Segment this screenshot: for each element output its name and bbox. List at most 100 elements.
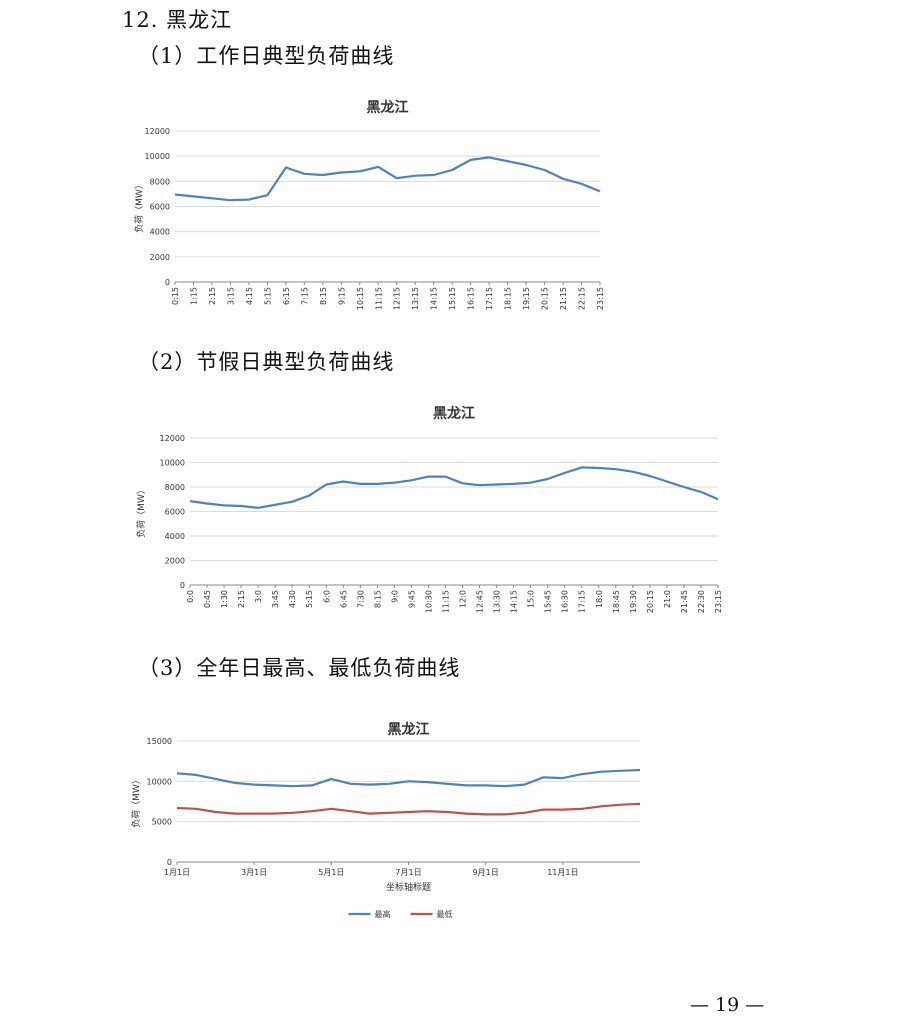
x-tick-label: 5:15 [263, 287, 272, 305]
x-tick-label: 12:0 [459, 590, 468, 608]
x-tick-label: 4:15 [245, 287, 254, 305]
y-tick-label: 4000 [150, 228, 170, 237]
x-tick-label: 21:45 [680, 590, 689, 613]
x-axis-label: 坐标轴标题 [386, 881, 431, 893]
x-tick-label: 1:15 [189, 287, 198, 305]
x-tick-label: 6:0 [322, 590, 331, 603]
x-tick-label: 7:15 [300, 287, 309, 305]
y-tick-label: 2000 [165, 557, 185, 566]
y-tick-label: 8000 [165, 483, 185, 492]
chart-title: 黑龙江 [433, 405, 475, 422]
x-tick-label: 18:45 [612, 590, 621, 613]
x-tick-label: 1:30 [220, 590, 229, 608]
x-tick-label: 22:30 [697, 590, 706, 613]
x-tick-label: 9:45 [407, 590, 416, 608]
x-tick-label: 5月1日 [318, 868, 344, 877]
x-tick-label: 23:15 [596, 287, 605, 310]
y-tick-label: 4000 [165, 532, 185, 541]
x-tick-label: 15:0 [527, 590, 536, 608]
y-tick-label: 8000 [150, 177, 170, 186]
x-tick-label: 3:15 [226, 287, 235, 305]
x-tick-label: 3月1日 [241, 868, 267, 877]
page-number: — 19 — [690, 994, 765, 1016]
y-tick-label: 0 [165, 278, 170, 287]
x-tick-label: 15:45 [544, 590, 553, 613]
x-tick-label: 19:15 [522, 287, 531, 310]
y-tick-label: 10000 [160, 459, 185, 468]
x-tick-label: 16:15 [467, 287, 476, 310]
x-tick-label: 23:15 [714, 590, 723, 613]
x-tick-label: 8:15 [319, 287, 328, 305]
section-title: 12. 黑龙江 [122, 8, 233, 32]
x-tick-label: 3:45 [271, 590, 280, 608]
x-tick-label: 22:15 [578, 287, 587, 310]
x-tick-label: 21:0 [663, 590, 672, 608]
x-tick-label: 12:45 [476, 590, 485, 613]
y-tick-label: 0 [167, 858, 172, 867]
series-line-1 [176, 768, 641, 788]
x-tick-label: 7:30 [356, 590, 365, 608]
chart-annual-max-min-load: 黑龙江 0 5000 10000 15000 1月1日 3月1日 5月1日 7月1日 9月1日 11… [130, 721, 641, 919]
chart-workday-load: 黑龙江 0 2000 4000 6000 8000 10000 12000 0:15 1:15 2:… [133, 99, 605, 310]
y-tick-label: 6000 [165, 508, 185, 517]
x-tick-label: 15:15 [448, 287, 457, 310]
x-tick-label: 2:15 [208, 287, 217, 305]
x-tick-label: 10:30 [424, 590, 433, 613]
y-axis-label: 负荷（MW） [130, 775, 142, 828]
x-tick-label: 1月1日 [164, 868, 190, 877]
x-tick-label: 18:15 [504, 287, 513, 310]
x-tick-label: 3:0 [254, 590, 263, 603]
x-tick-label: 4:30 [288, 590, 297, 608]
x-tick-label: 11:15 [374, 287, 383, 310]
y-tick-label: 10000 [145, 152, 170, 161]
subsection-title-2: （2）节假日典型负荷曲线 [138, 350, 395, 374]
chart-title: 黑龙江 [367, 99, 409, 116]
x-tick-label: 0:0 [186, 590, 195, 603]
y-axis-label: 负荷（MW） [133, 180, 145, 233]
y-tick-label: 2000 [150, 253, 170, 262]
legend-label: 最低 [437, 909, 453, 919]
x-tick-label: 9月1日 [473, 868, 499, 877]
x-tick-label: 19:30 [629, 590, 638, 613]
x-tick-label: 6:15 [282, 287, 291, 305]
x-tick-label: 16:30 [561, 590, 570, 613]
legend-label: 最高 [375, 909, 391, 919]
x-tick-label: 14:15 [430, 287, 439, 310]
chart-title: 黑龙江 [388, 721, 430, 738]
x-tick-label: 9:0 [390, 590, 399, 603]
x-tick-label: 17:15 [578, 590, 587, 613]
x-tick-label: 14:15 [510, 590, 519, 613]
x-tick-label: 18:0 [595, 590, 604, 608]
y-tick-label: 15000 [147, 737, 172, 746]
x-tick-label: 0:45 [203, 590, 212, 608]
series-line-1 [174, 156, 601, 202]
y-tick-label: 12000 [160, 434, 185, 443]
x-tick-label: 11月1日 [547, 868, 578, 877]
x-tick-label: 8:15 [373, 590, 382, 608]
x-tick-label: 2:15 [237, 590, 246, 608]
x-tick-label: 7月1日 [395, 868, 421, 877]
x-tick-label: 11:15 [441, 590, 450, 613]
y-tick-label: 12000 [145, 127, 170, 136]
x-tick-label: 5:15 [305, 590, 314, 608]
y-tick-label: 0 [180, 581, 185, 590]
chart-holiday-load: 黑龙江 0 2000 4000 6000 8000 10000 12000 0:0 0:45 1:3… [135, 405, 723, 613]
x-tick-label: 6:45 [339, 590, 348, 608]
x-tick-label: 10:15 [356, 287, 365, 310]
y-tick-label: 10000 [147, 777, 172, 786]
x-tick-label: 13:30 [493, 590, 502, 613]
series-line-1 [189, 466, 719, 509]
series-line-2 [176, 802, 641, 816]
subsection-title-1: （1）工作日典型负荷曲线 [138, 44, 395, 68]
y-tick-label: 6000 [150, 203, 170, 212]
subsection-title-3: （3）全年日最高、最低负荷曲线 [138, 656, 461, 680]
x-tick-label: 20:15 [541, 287, 550, 310]
y-axis-label: 负荷（MW） [135, 485, 147, 538]
x-tick-label: 17:15 [485, 287, 494, 310]
x-tick-label: 20:15 [646, 590, 655, 613]
x-tick-label: 0:15 [171, 287, 180, 305]
y-tick-label: 5000 [152, 818, 172, 827]
x-tick-label: 9:15 [337, 287, 346, 305]
x-tick-label: 12:15 [393, 287, 402, 310]
x-tick-label: 13:15 [411, 287, 420, 310]
